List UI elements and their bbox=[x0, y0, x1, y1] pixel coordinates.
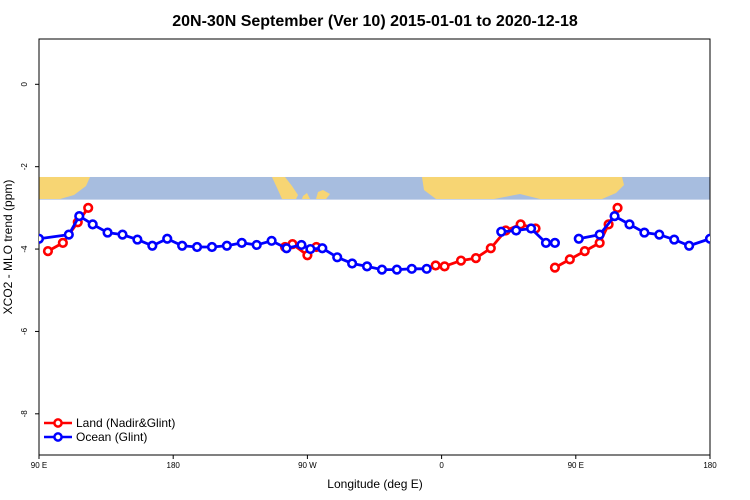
data-point bbox=[147, 240, 158, 251]
data-point bbox=[317, 243, 328, 254]
data-point bbox=[470, 253, 481, 264]
x-tick-label: 90 E bbox=[568, 461, 584, 470]
data-point bbox=[612, 202, 623, 213]
y-tick-label: -2 bbox=[20, 163, 29, 171]
chart-title: 20N-30N September (Ver 10) 2015-01-01 to… bbox=[172, 13, 578, 30]
legend-land-marker bbox=[53, 418, 63, 428]
data-point bbox=[251, 239, 262, 251]
y-axis-label: XCO2 - MLO trend (ppm) bbox=[1, 180, 15, 315]
data-point bbox=[406, 263, 417, 274]
data-point bbox=[594, 237, 605, 248]
data-point bbox=[579, 246, 590, 257]
y-axis: 0 -2 -4 -6 -8 bbox=[20, 82, 39, 418]
y-tick-label: 0 bbox=[20, 82, 29, 87]
data-point bbox=[63, 229, 74, 240]
data-point bbox=[511, 225, 522, 236]
world-map-strip bbox=[39, 176, 710, 200]
data-point bbox=[496, 226, 507, 237]
legend-ocean-label: Ocean (Glint) bbox=[76, 430, 147, 444]
data-point bbox=[684, 240, 695, 251]
data-point bbox=[549, 262, 561, 273]
data-point bbox=[669, 234, 680, 245]
data-point bbox=[83, 202, 94, 213]
data-point bbox=[42, 246, 54, 257]
data-point bbox=[624, 219, 635, 230]
x-tick-label: 0 bbox=[439, 461, 444, 470]
data-point bbox=[609, 211, 620, 222]
data-point bbox=[74, 211, 85, 222]
data-point bbox=[455, 255, 467, 266]
series-layer bbox=[39, 202, 710, 275]
data-point bbox=[281, 243, 292, 254]
map-land bbox=[316, 190, 330, 199]
data-point bbox=[439, 261, 450, 272]
map-land bbox=[302, 193, 310, 199]
x-tick-label: 90 E bbox=[31, 461, 47, 470]
data-point bbox=[117, 229, 128, 240]
data-point bbox=[639, 227, 650, 238]
series-ocean bbox=[39, 211, 710, 275]
data-point bbox=[206, 241, 218, 253]
x-axis-label: Longitude (deg E) bbox=[327, 477, 422, 491]
data-point bbox=[39, 233, 45, 244]
map-land bbox=[272, 177, 298, 199]
x-tick-label: 180 bbox=[703, 461, 717, 470]
data-point bbox=[87, 219, 98, 230]
data-point bbox=[57, 237, 68, 248]
legend-land-label: Land (Nadir&Glint) bbox=[76, 416, 175, 430]
data-point bbox=[525, 223, 537, 234]
data-point bbox=[376, 264, 388, 275]
x-tick-label: 90 W bbox=[298, 461, 317, 470]
data-point bbox=[177, 240, 188, 251]
y-tick-label: -6 bbox=[20, 327, 29, 335]
data-point bbox=[430, 260, 441, 271]
data-point bbox=[347, 258, 358, 269]
data-point bbox=[391, 264, 402, 275]
data-point bbox=[704, 233, 710, 244]
y-tick-label: -4 bbox=[20, 245, 29, 253]
data-point bbox=[132, 234, 143, 245]
data-point bbox=[654, 229, 665, 240]
data-point bbox=[266, 235, 277, 246]
data-point bbox=[485, 243, 496, 254]
data-point bbox=[573, 233, 584, 244]
data-point bbox=[594, 229, 605, 240]
data-point bbox=[162, 233, 173, 244]
data-point bbox=[221, 240, 232, 251]
data-point bbox=[564, 254, 575, 265]
data-point bbox=[332, 252, 343, 263]
data-point bbox=[549, 237, 561, 248]
data-point bbox=[361, 261, 373, 272]
data-point bbox=[191, 241, 203, 253]
data-point bbox=[102, 227, 113, 238]
plot-frame bbox=[38, 38, 711, 456]
x-axis: 90 E 180 90 W 0 90 E 180 bbox=[31, 455, 717, 470]
map-land bbox=[39, 177, 90, 199]
data-point bbox=[305, 243, 316, 255]
data-point bbox=[236, 237, 247, 248]
data-point bbox=[296, 239, 307, 251]
y-tick-label: -8 bbox=[20, 410, 29, 418]
legend: Land (Nadir&Glint) Ocean (Glint) bbox=[44, 416, 175, 444]
map-land bbox=[422, 177, 624, 199]
data-point bbox=[540, 237, 552, 248]
legend-ocean-marker bbox=[53, 432, 63, 442]
x-tick-label: 180 bbox=[167, 461, 181, 470]
data-point bbox=[421, 263, 432, 274]
